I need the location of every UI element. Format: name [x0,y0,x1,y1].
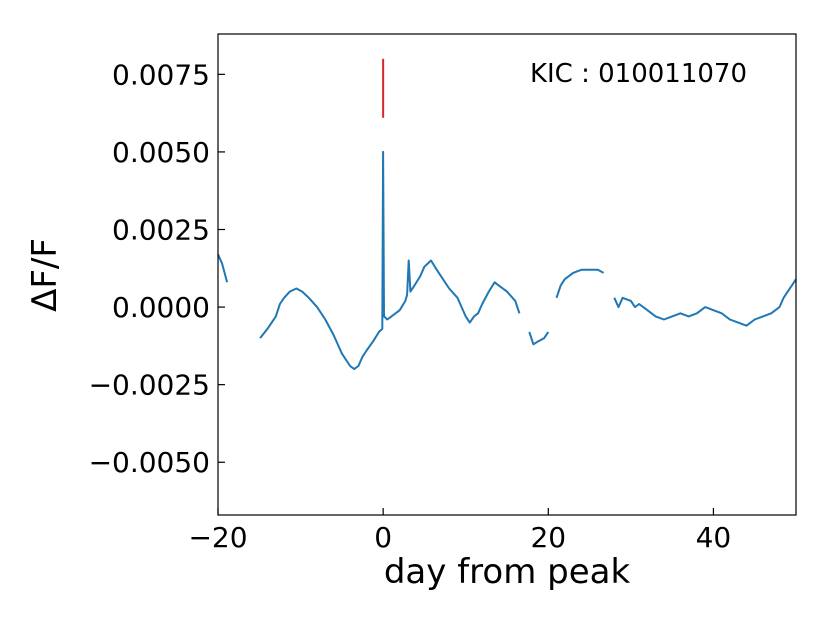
plot-frame [217,33,797,516]
annotation-label: KIC : 010011070 [530,59,747,89]
x-tick-label: 20 [530,521,566,554]
y-tick-label: −0.0050 [89,446,210,479]
series-segment [259,150,521,371]
series-line [217,150,797,371]
y-tick-label: 0.0050 [112,136,210,169]
x-axis-label: day from peak [384,552,631,592]
x-tick-label: −20 [188,521,247,554]
series-segment [528,331,550,346]
series-segment [555,268,605,299]
x-tick-label: 0 [374,521,392,554]
series-segment [217,253,229,283]
y-tick-label: 0.0075 [112,58,210,91]
y-tick-label: 0.0000 [112,291,210,324]
y-tick-label: 0.0025 [112,214,210,247]
y-tick-label: −0.0025 [89,369,210,402]
axis-ticks: −20 0 20 40 0.0075 0.0050 0.0025 0.0000 −0.0025 −… [89,58,732,554]
x-tick-label: 40 [696,521,732,554]
y-axis-label: ΔF/F [25,238,65,312]
series-segment [613,278,797,327]
